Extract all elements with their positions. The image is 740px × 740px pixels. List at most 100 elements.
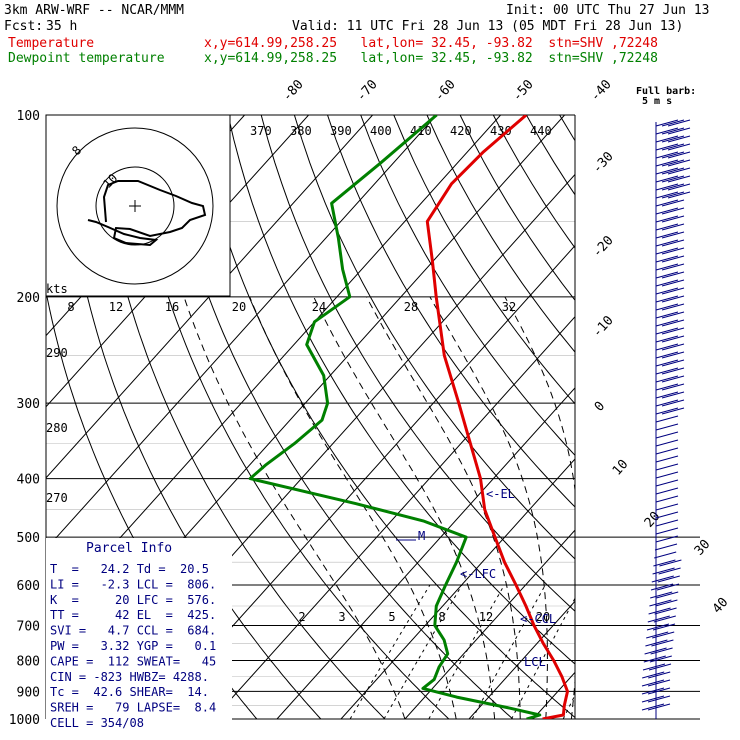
- wind-barb: [655, 399, 685, 407]
- isotherm-label--70: -70: [354, 77, 381, 104]
- isotherm-label--10: -10: [590, 313, 617, 340]
- dry-adiabat-390: [492, 115, 575, 249]
- isotherm-20: [532, 671, 575, 719]
- theta-label-430: 430: [490, 124, 512, 138]
- hodograph-inner-ring: [95, 166, 175, 246]
- isotherm-label--80: -80: [280, 77, 307, 104]
- wind-barb: [655, 351, 685, 359]
- isotherm-label--60: -60: [432, 77, 459, 104]
- dry-adiabat-360: [393, 115, 575, 405]
- ccl-marker: <-CCL: [520, 612, 556, 626]
- mixing-ratio-label-8: 8: [438, 610, 445, 624]
- wind-barb: [655, 463, 679, 471]
- dry-adiabat-420: [593, 115, 740, 732]
- temperature-location: x,y=614.99,258.25 lat,lon= 32.45, -93.82…: [204, 36, 658, 51]
- isotherm-30: [597, 115, 740, 719]
- wind-barb: [655, 527, 679, 535]
- isotherm-label-40: 40: [710, 595, 732, 617]
- isotherm-label--50: -50: [510, 77, 537, 104]
- dry-adiabat-340: [327, 115, 575, 508]
- wind-barb: [655, 255, 685, 263]
- pressure-label-200: 200: [17, 291, 40, 306]
- wind-barb: [655, 271, 685, 279]
- moist-adiabat-6: [587, 297, 620, 719]
- parcel-row-2: K = 20 LFC = 576.: [50, 593, 216, 607]
- isotherm-10: [468, 600, 575, 719]
- isotherm-label--30: -30: [590, 149, 617, 176]
- theta-label-380: 380: [290, 124, 312, 138]
- wind-barb: [650, 583, 680, 591]
- moist-adiabat-5: [504, 296, 575, 719]
- hodograph-outer-ring: [56, 127, 214, 285]
- forecast-hour: 35 h: [46, 19, 77, 34]
- parcel-row-5: PW = 3.32 YGP = 0.1: [50, 639, 216, 653]
- dry-adiabat-410: [559, 115, 575, 142]
- wind-barb: [655, 535, 678, 543]
- hodograph-kts-label: kts: [46, 282, 68, 296]
- isotherm--20: [276, 387, 575, 719]
- isotherm-label--20: -20: [590, 233, 617, 260]
- mixing-ratio-label-20: 20: [536, 610, 550, 624]
- hodograph-speed-label-24: 24: [312, 300, 326, 314]
- wind-barb: [644, 647, 673, 655]
- pressure-label-900: 900: [17, 685, 40, 700]
- wind-barb: [655, 407, 685, 415]
- wind-barb: [655, 167, 691, 175]
- lcl-marker: LCL: [524, 655, 546, 669]
- dry-adiabat-460: [725, 115, 740, 732]
- wind-barb: [655, 207, 685, 215]
- wind-barb: [655, 479, 679, 487]
- valid-time: Valid: 11 UTC Fri 28 Jun 13 (05 MDT Fri …: [292, 19, 683, 34]
- theta-label-390: 390: [330, 124, 352, 138]
- parcel-row-10: CELL = 354/08: [50, 716, 144, 730]
- mixing-ratio-label-3: 3: [338, 610, 345, 624]
- wind-barb: [642, 671, 671, 679]
- hodograph-trace: [87, 180, 207, 247]
- wind-barb: [655, 431, 679, 439]
- isotherm-label-10: 10: [610, 457, 632, 479]
- wind-barb: [652, 567, 681, 575]
- wind-barb: [655, 295, 685, 303]
- wind-barb: [643, 655, 672, 663]
- wind-barb: [641, 679, 671, 687]
- isotherm--30: [212, 316, 575, 719]
- isotherm--10: [340, 458, 575, 719]
- mixing-ratio-8: [471, 584, 546, 719]
- mixing-ratio-label-5: 5: [388, 610, 395, 624]
- wind-barb: [655, 247, 685, 255]
- isotherm-label--40: -40: [588, 77, 615, 104]
- moist-adiabat-1: [249, 296, 457, 719]
- parcel-info-title: Parcel Info: [86, 541, 172, 556]
- model-title: 3km ARW-WRF -- NCAR/MMM: [4, 3, 184, 18]
- dry-adiabat-label-290: 290: [46, 346, 68, 360]
- wind-barb: [655, 199, 685, 207]
- wind-barb: [651, 575, 680, 583]
- el-marker: <-EL: [486, 487, 515, 501]
- wind-barb: [655, 375, 685, 383]
- wind-barb: [655, 159, 691, 167]
- hodograph-inset: 8 10 kts: [45, 114, 231, 297]
- hodograph-speed-label-12: 12: [109, 300, 123, 314]
- temperature-profile: [425, 115, 569, 719]
- parcel-row-3: TT = 42 EL = 425.: [50, 608, 216, 622]
- barb-key-line1: Full barb:: [636, 86, 696, 97]
- wind-barb: [655, 359, 685, 367]
- wind-barb: [655, 223, 685, 231]
- wind-barb: [655, 135, 691, 143]
- hodograph-speed-label-32: 32: [502, 300, 516, 314]
- wind-barb: [655, 327, 685, 335]
- mixing-ratio-label-2: 2: [298, 610, 305, 624]
- parcel-row-1: LI = -2.3 LCL = 806.: [50, 577, 216, 591]
- dewpoint-legend: Dewpoint temperature: [8, 51, 165, 66]
- wind-barb: [655, 503, 679, 511]
- dry-adiabat-350: [360, 115, 575, 457]
- wind-barb: [655, 183, 691, 191]
- wind-barb: [655, 311, 685, 319]
- dry-adiabat-310: [227, 115, 575, 665]
- wind-barb: [655, 287, 685, 295]
- parcel-row-0: T = 24.2 Td = 20.5: [50, 562, 209, 576]
- wind-barb: [655, 415, 679, 423]
- parcel-row-9: SREH = 79 LAPSE= 8.4: [50, 701, 216, 715]
- dewpoint-location: x,y=614.99,258.25 lat,lon= 32.45, -93.82…: [204, 51, 658, 66]
- theta-label-420: 420: [450, 124, 472, 138]
